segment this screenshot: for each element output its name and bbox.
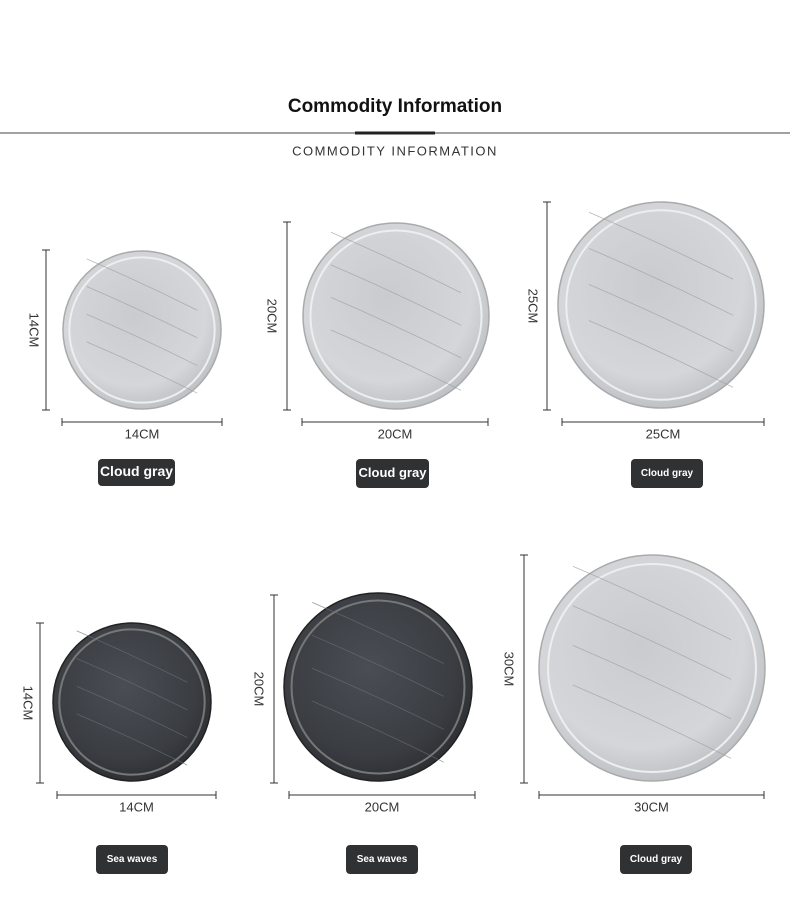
height-label: 30CM	[502, 652, 517, 687]
subtitle: COMMODITY INFORMATION	[292, 143, 498, 158]
title: Commodity Information	[288, 96, 502, 117]
plate	[302, 222, 490, 410]
height-label: 25CM	[526, 289, 541, 324]
badge	[98, 459, 175, 486]
marble-vein	[86, 286, 198, 339]
marble-vein	[76, 713, 188, 766]
badge	[356, 459, 429, 488]
marble-vein	[572, 605, 732, 680]
badge-label: Cloud gray	[641, 468, 694, 479]
marble-vein	[588, 320, 734, 388]
plate-rim	[565, 209, 757, 401]
width-label: 30CM	[634, 799, 669, 814]
marble-vein	[312, 700, 444, 763]
marble-vein	[330, 231, 462, 294]
marble-vein	[572, 565, 732, 641]
marble-vein	[76, 685, 188, 738]
marble-vein	[86, 258, 198, 311]
plate-rim	[58, 628, 206, 776]
plate-rim	[547, 563, 757, 773]
plate-rim	[309, 229, 483, 403]
product-item: 25CM 25CM Cloud gray	[526, 201, 765, 488]
plate	[538, 554, 766, 782]
plate-rim	[290, 599, 466, 775]
product-item: 30CM 30CM Cloud gray	[502, 554, 766, 874]
plate	[283, 592, 473, 782]
marble-vein	[572, 645, 732, 720]
width-label: 25CM	[646, 426, 681, 441]
marble-vein	[76, 630, 188, 683]
badge-label: Sea waves	[107, 854, 158, 865]
plate	[62, 250, 222, 410]
plate-rim	[68, 256, 216, 404]
badge	[96, 845, 168, 874]
badge	[346, 845, 418, 874]
height-label: 14CM	[21, 686, 36, 721]
product-item: 20CM 20CM Sea waves	[252, 592, 476, 874]
width-label: 14CM	[119, 799, 154, 814]
marble-vein	[588, 284, 734, 352]
height-label: 20CM	[252, 672, 267, 707]
badge-label: Sea waves	[357, 854, 408, 865]
marble-vein	[86, 341, 198, 394]
product-item: 14CM 14CM Cloud gray	[27, 249, 223, 486]
product-item: 20CM 20CM Cloud gray	[265, 221, 490, 488]
height-label: 20CM	[265, 299, 280, 334]
width-label: 14CM	[125, 426, 160, 441]
product-item: 14CM 14CM Sea waves	[21, 622, 217, 874]
height-label: 14CM	[27, 313, 42, 348]
marble-vein	[76, 658, 188, 711]
marble-vein	[572, 684, 732, 759]
marble-vein	[86, 313, 198, 366]
plate	[557, 201, 765, 409]
marble-vein	[588, 211, 734, 280]
marble-vein	[312, 602, 444, 664]
marble-vein	[312, 667, 444, 730]
marble-vein	[330, 329, 462, 391]
badge	[631, 459, 703, 488]
plate	[52, 622, 212, 782]
badge-label: Cloud gray	[359, 465, 428, 480]
marble-vein	[312, 634, 444, 697]
badge	[620, 845, 692, 874]
badge-label: Cloud gray	[100, 463, 173, 479]
width-label: 20CM	[365, 799, 400, 814]
badge-label: Cloud gray	[630, 854, 683, 865]
marble-vein	[588, 247, 734, 316]
width-label: 20CM	[378, 426, 413, 441]
marble-vein	[330, 264, 462, 326]
marble-vein	[330, 297, 462, 359]
